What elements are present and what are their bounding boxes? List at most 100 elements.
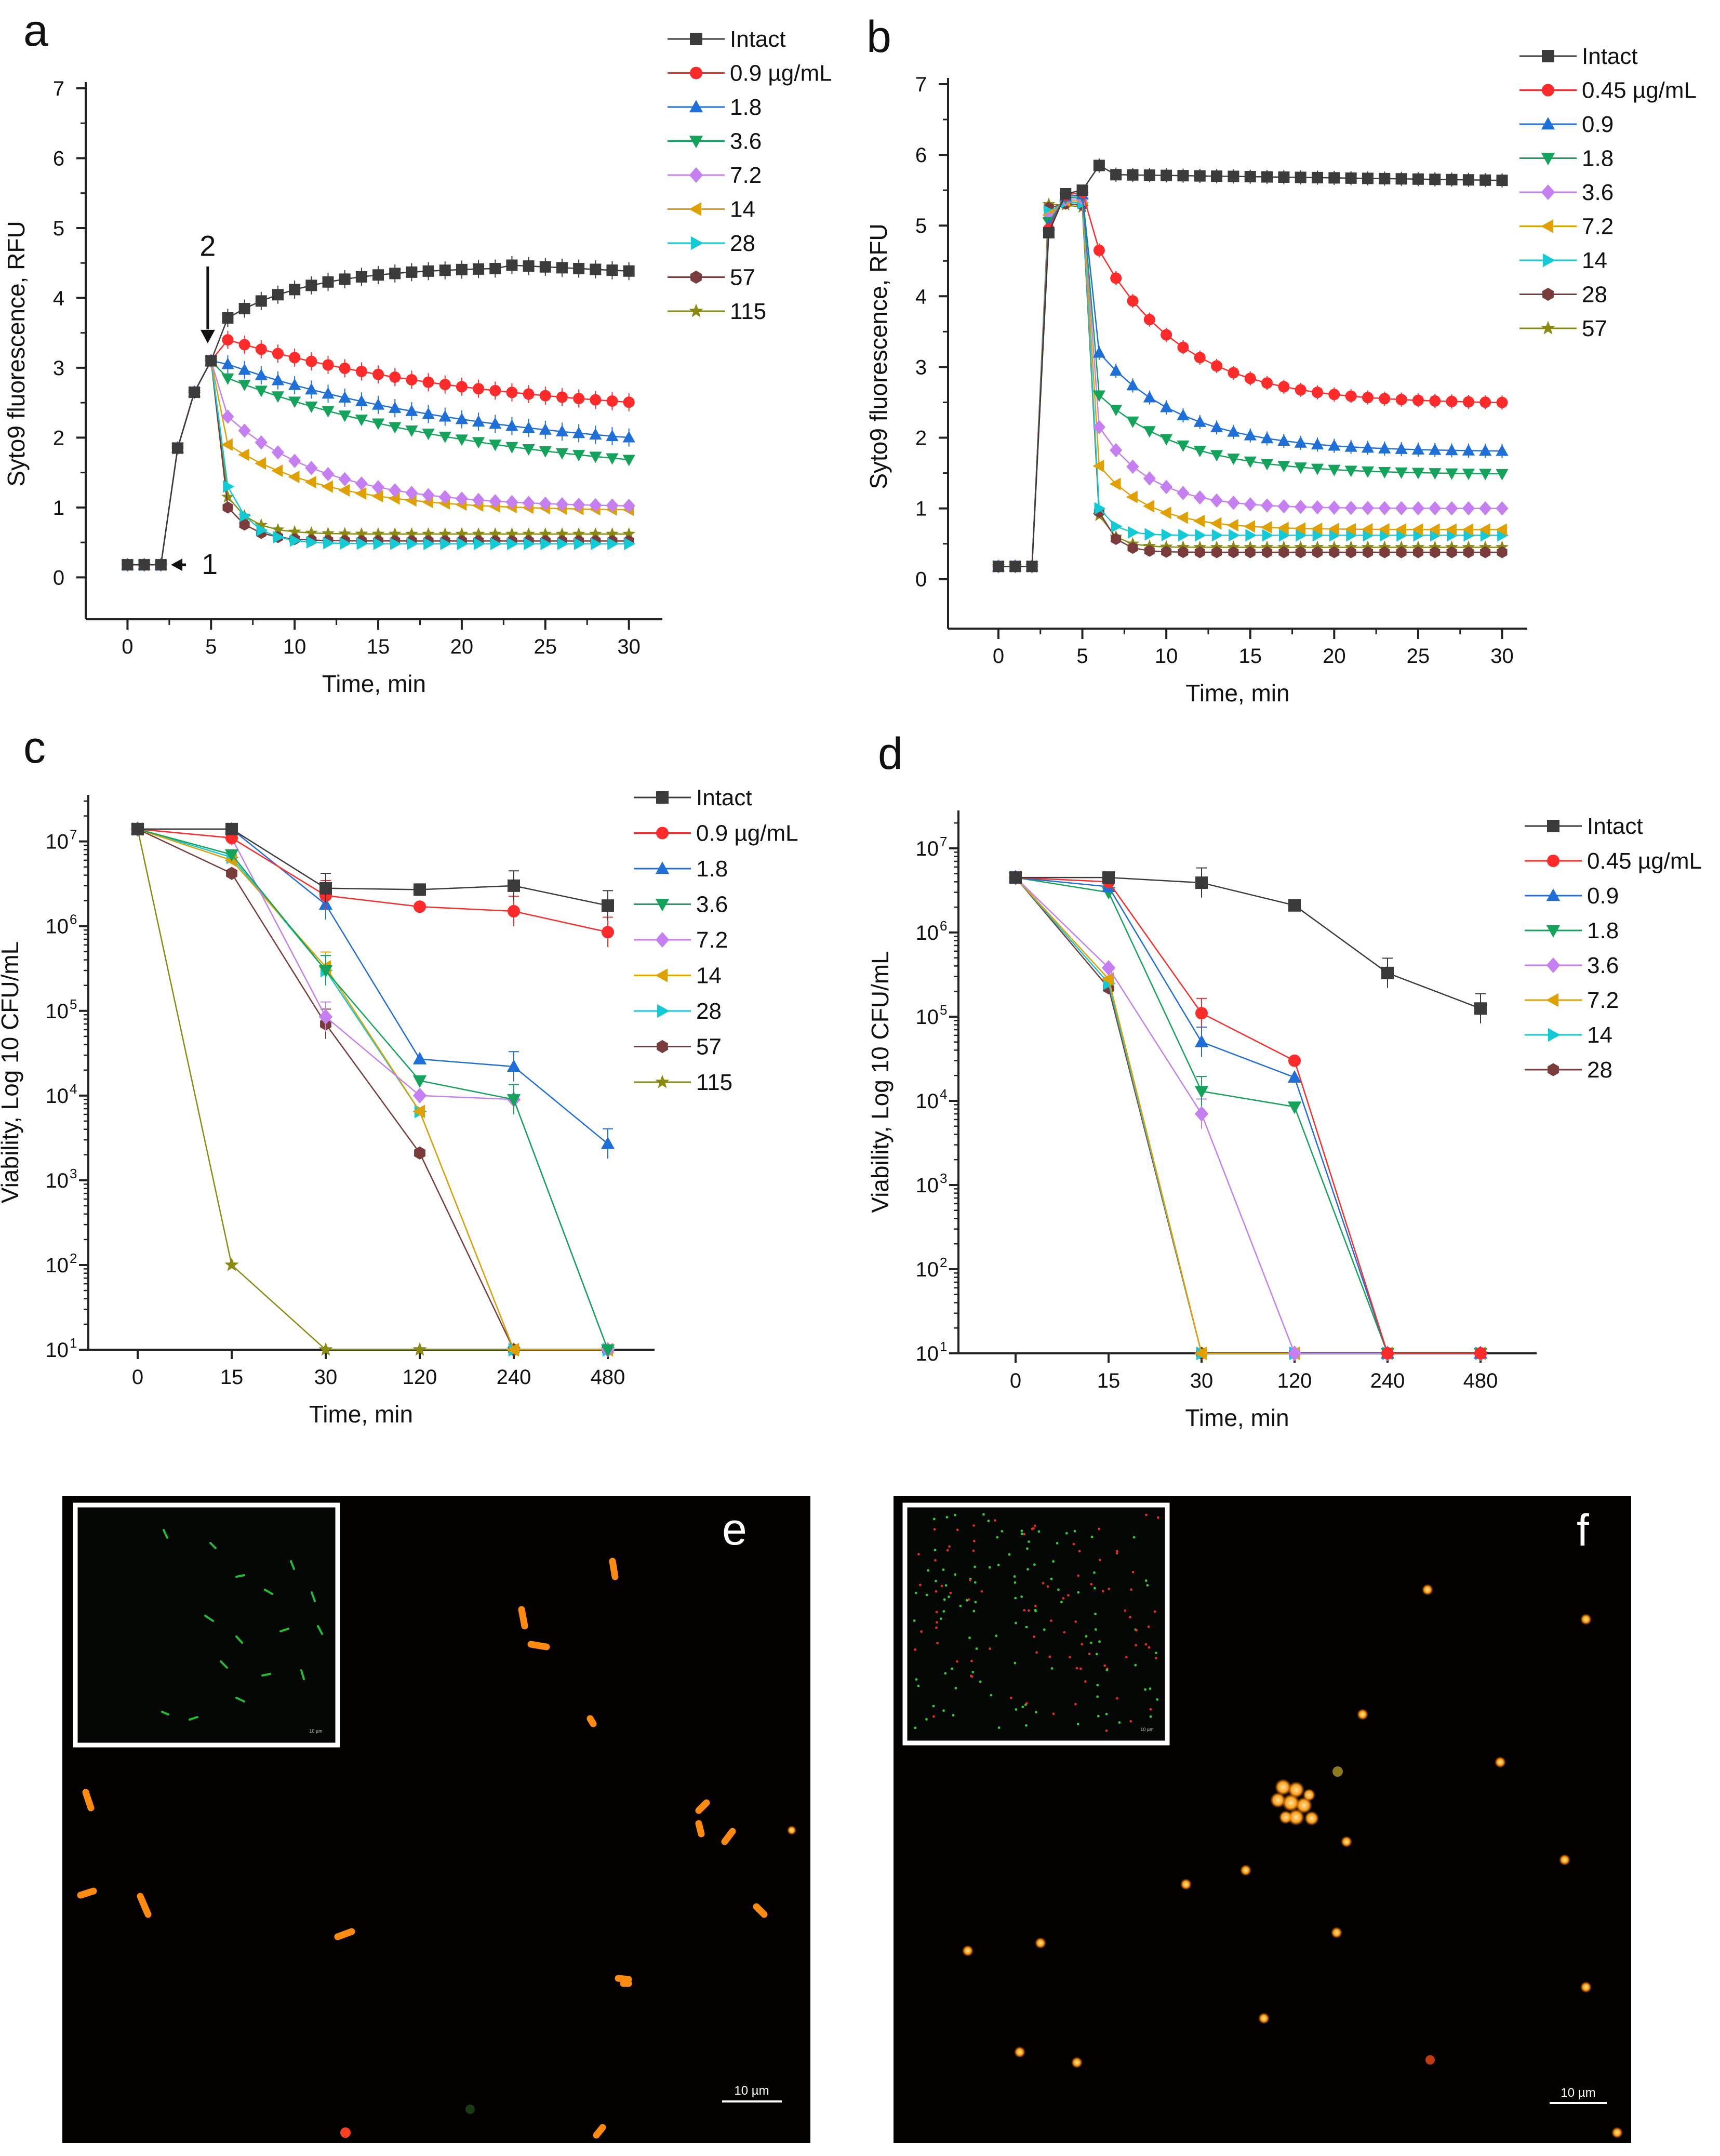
y-tick-label: 3	[915, 356, 927, 379]
data-point	[122, 559, 134, 571]
series-1.8	[130, 822, 615, 1159]
inset-cell-dot	[975, 1647, 978, 1650]
legend-marker	[690, 66, 702, 79]
data-point	[506, 1094, 521, 1107]
legend-label: 7.2	[730, 163, 762, 188]
cocci-cell	[1258, 2013, 1270, 2024]
data-point	[1277, 522, 1289, 535]
data-point	[1262, 529, 1274, 542]
series-Intact	[1009, 867, 1487, 1023]
data-point	[1462, 469, 1475, 481]
series-line	[127, 264, 629, 566]
inset-cell-dot	[1144, 1579, 1148, 1582]
inset-cell-dot	[1132, 1536, 1136, 1539]
data-point	[1496, 175, 1508, 187]
data-point	[1210, 450, 1223, 462]
series-0.9	[1008, 870, 1488, 1359]
legend-item-115: 115	[668, 299, 766, 324]
green-rod	[189, 1716, 198, 1721]
data-point	[405, 404, 418, 416]
data-point	[539, 423, 552, 435]
y-tick-label: 10	[46, 1000, 69, 1023]
data-point	[523, 388, 535, 400]
data-point	[422, 429, 435, 441]
data-point	[1445, 444, 1458, 456]
data-point	[506, 1342, 519, 1357]
legend-label: 14	[730, 197, 755, 222]
data-point	[508, 879, 520, 892]
inset-cell-dot	[939, 1617, 942, 1620]
inset-cell-dot	[942, 1709, 945, 1712]
data-point	[1094, 502, 1106, 515]
legend-marker	[655, 899, 670, 912]
series-3.6	[1008, 870, 1488, 1361]
inset-cell-dot	[1014, 1596, 1017, 1600]
data-point	[1193, 490, 1206, 505]
legend-label: 0.9	[1582, 112, 1614, 137]
annotation-arrowhead-1	[171, 558, 183, 571]
y-tick-exponent: 1	[940, 1339, 947, 1354]
data-point	[572, 497, 585, 512]
series-1.8	[121, 354, 635, 570]
legend-item-1.8: 1.8	[1525, 918, 1619, 943]
data-point	[1446, 174, 1458, 185]
series-0.45	[1009, 871, 1487, 1360]
data-point	[438, 490, 451, 504]
y-tick-label: 10	[46, 1254, 69, 1277]
green-rod	[204, 1615, 214, 1622]
inset-cell-dot	[1009, 1696, 1012, 1699]
data-point	[1479, 469, 1492, 481]
data-point	[221, 357, 234, 369]
data-point	[1480, 529, 1492, 542]
data-point	[522, 421, 535, 433]
y-axis-label: Syto9 fluorescence, RFU	[865, 223, 892, 489]
data-point	[1128, 526, 1140, 539]
data-point	[992, 561, 1004, 573]
data-point	[605, 527, 619, 540]
data-point	[1194, 1086, 1209, 1099]
data-point	[1395, 442, 1408, 454]
rod-cell	[721, 1828, 736, 1845]
legend-item-28: 28	[634, 999, 722, 1024]
data-point	[1195, 876, 1208, 889]
data-point	[389, 422, 402, 434]
data-point	[422, 265, 434, 277]
data-point	[1176, 511, 1188, 524]
data-point	[601, 1136, 615, 1149]
inset-cell-dot	[914, 1591, 917, 1594]
data-point	[318, 1009, 333, 1025]
data-point	[1193, 415, 1206, 427]
data-point	[623, 265, 635, 277]
data-point	[1143, 471, 1156, 486]
cocci-cell	[1580, 1981, 1592, 1993]
legend-item-1.8: 1.8	[1519, 146, 1614, 171]
data-point	[602, 926, 614, 939]
series-line	[1016, 876, 1481, 1009]
data-point	[455, 491, 469, 506]
cluster-cell	[1296, 1797, 1312, 1814]
data-point	[288, 470, 300, 484]
annotation-label-1: 1	[202, 548, 218, 580]
rod-cell	[593, 2124, 606, 2139]
data-point	[422, 488, 435, 502]
inset-cell-dot	[971, 1671, 975, 1673]
inset-cell-dot	[1129, 1720, 1132, 1723]
inset-cell-dot	[1105, 1729, 1108, 1732]
data-point	[340, 537, 352, 550]
inset-cell-dot	[1015, 1621, 1017, 1625]
data-point	[1178, 546, 1189, 558]
data-point	[1194, 1106, 1209, 1122]
x-tick-label: 0	[122, 635, 133, 658]
legend-label: 28	[1582, 282, 1607, 308]
data-point	[1396, 546, 1407, 558]
inset-cell-dot	[1090, 1536, 1094, 1538]
inset-cell-dot	[1093, 1587, 1096, 1590]
data-point	[412, 1104, 425, 1119]
cell-cluster	[1270, 1779, 1319, 1826]
legend-item-Intact: Intact	[668, 26, 786, 52]
inset-cell-dot	[932, 1715, 935, 1718]
series-line	[1015, 877, 1481, 1354]
data-point	[1327, 523, 1339, 536]
data-point	[1344, 500, 1357, 515]
data-point	[539, 446, 552, 458]
